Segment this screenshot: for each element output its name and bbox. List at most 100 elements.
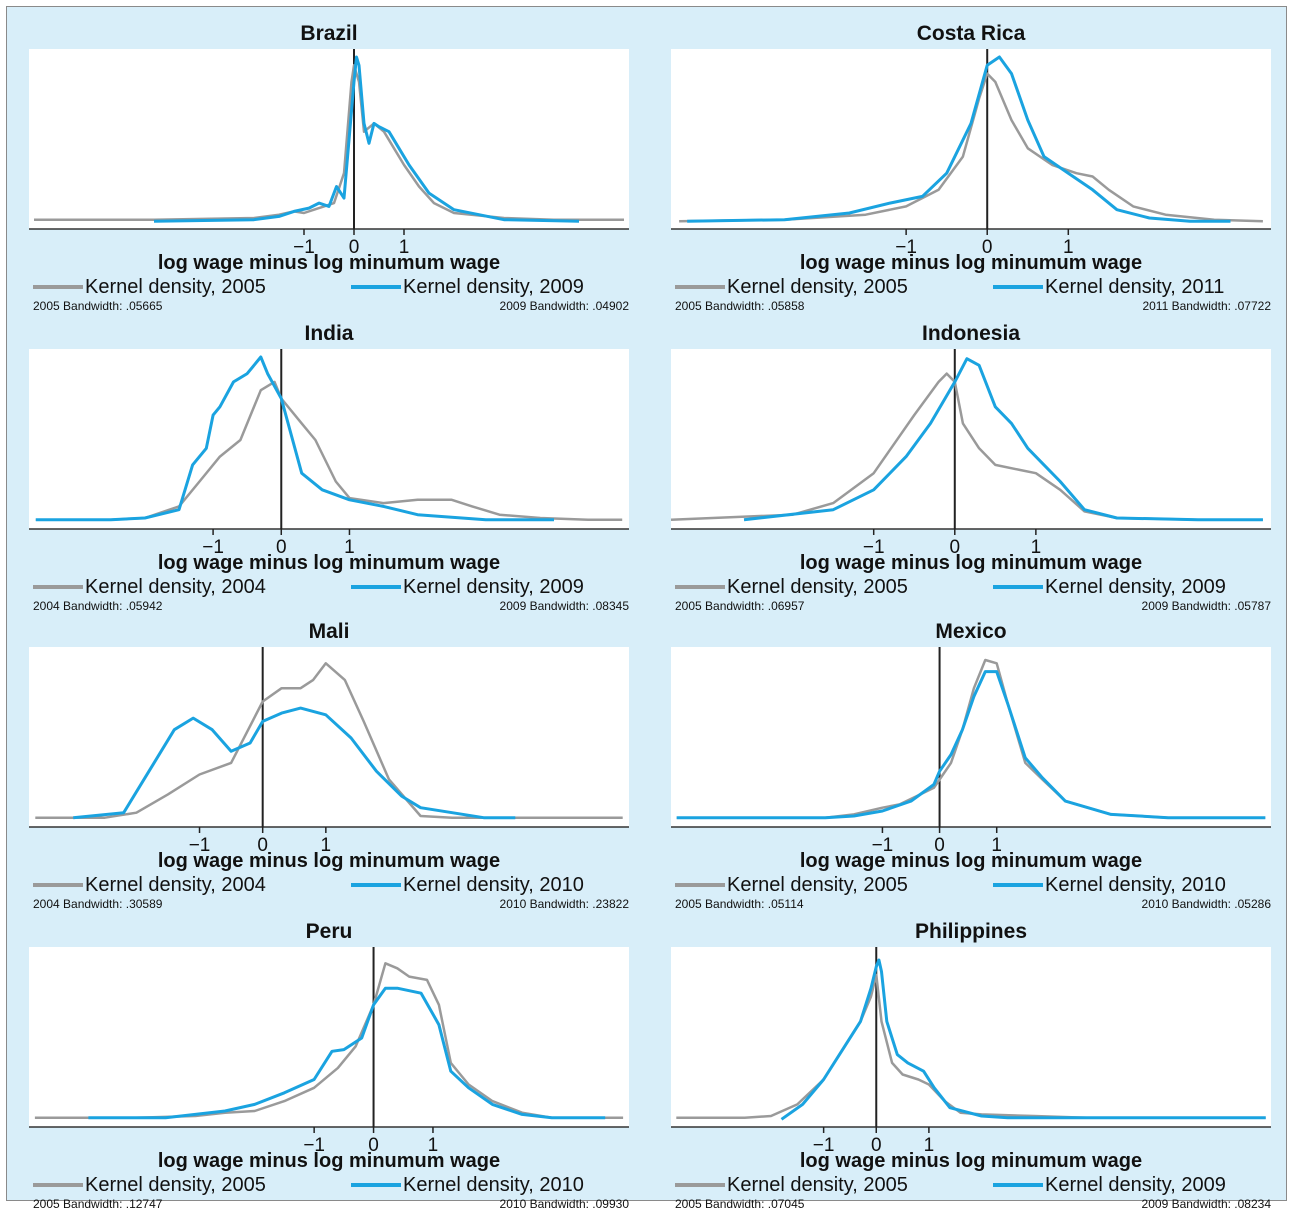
chart-title: Mali [308,620,350,643]
bandwidth-label-2: 2010 Bandwidth: .23822 [499,897,629,911]
plot-background [29,647,629,827]
x-tick-label: 0 [257,835,268,856]
chart-title: Costa Rica [916,22,1026,45]
chart-title: Indonesia [921,322,1021,345]
legend-entry-1: Kernel density, 2005 [33,1173,266,1197]
x-tick-label: 1 [1063,237,1074,258]
legend-swatch [33,883,83,887]
legend-swatch [33,285,83,289]
legend-label: Kernel density, 2010 [1045,874,1226,896]
chart-panel-philippines: Philippines −1 0 1 log wage minus log minumu… [671,919,1271,1211]
chart-title: Mexico [935,620,1007,643]
x-tick-label: 0 [276,537,287,558]
chart-panel-mexico: Mexico −1 0 1 log wage minus log minumum wag… [671,619,1271,911]
plot-background [671,349,1271,529]
series-line-2 [676,670,1266,820]
legend-label: Kernel density, 2009 [403,576,584,598]
legend-entry-2: Kernel density, 2010 [993,873,1226,897]
legend-entry-2: Kernel density, 2009 [993,1173,1226,1197]
legend-label: Kernel density, 2005 [727,576,908,598]
legend-label: Kernel density, 2011 [1045,276,1225,298]
plot-background [671,49,1271,229]
plot-area: −1 0 1 [29,947,629,1156]
legend-swatch [993,1183,1043,1187]
x-axis-label: log wage minus log minumum wage [157,850,501,872]
x-axis-label: log wage minus log minumum wage [157,1150,501,1172]
plot-area: −1 0 1 [671,647,1271,856]
legend-swatch [351,585,401,589]
series-line-1 [34,962,624,1119]
x-tick-label: 1 [1031,537,1042,558]
bandwidth-label-1: 2004 Bandwidth: .30589 [33,897,163,911]
bandwidth-label-1: 2005 Bandwidth: .05665 [33,299,163,313]
bandwidth-label-2: 2009 Bandwidth: .04902 [499,299,629,313]
plot-area: −1 0 1 [29,349,629,558]
plot-background [29,349,629,529]
bandwidth-notes: 2004 Bandwidth: .30589 2010 Bandwidth: .2… [33,897,629,911]
figure: Brazil −1 0 1 log wage minus log minumum wag… [6,6,1287,1211]
legend-entry-2: Kernel density, 2011 [993,275,1224,299]
bandwidth-label-2: 2010 Bandwidth: .09930 [499,1197,629,1211]
plot-area: −1 0 1 [671,947,1271,1156]
x-axis-label: log wage minus log minumum wage [799,552,1143,574]
series-line-2 [88,986,606,1120]
legend: Kernel density, 2005 Kernel density, 2009 [33,275,633,299]
legend-label: Kernel density, 2005 [727,1174,908,1196]
legend: Kernel density, 2004 Kernel density, 2009 [33,575,633,599]
legend-entry-2: Kernel density, 2009 [351,275,584,299]
chart-title: Philippines [914,920,1027,943]
x-axis-label: log wage minus log minumum wage [799,1150,1143,1172]
legend-label: Kernel density, 2005 [727,874,908,896]
legend: Kernel density, 2004 Kernel density, 2010 [33,873,633,897]
x-axis-label: log wage minus log minumum wage [157,252,501,274]
x-tick-label: −1 [293,237,315,258]
x-tick-label: 0 [368,1135,379,1156]
series-line-2 [780,958,1266,1121]
plot-background [671,647,1271,827]
bandwidth-notes: 2004 Bandwidth: .05942 2009 Bandwidth: .0… [33,599,629,613]
legend-label: Kernel density, 2005 [85,276,266,298]
legend: Kernel density, 2005 Kernel density, 2009 [675,575,1275,599]
chart-panel-india: India −1 0 1 log wage minus log minumum wage… [29,321,629,613]
x-tick-label: 1 [428,1135,439,1156]
bandwidth-notes: 2005 Bandwidth: .05114 2010 Bandwidth: .0… [675,897,1271,911]
legend-entry-2: Kernel density, 2010 [351,873,584,897]
chart-panel-mali: Mali −1 0 1 log wage minus log minumum wage K… [29,619,629,911]
chart-title: Brazil [300,22,358,45]
plot-background [29,947,629,1127]
legend-swatch [33,1183,83,1187]
x-tick-label: 0 [349,237,360,258]
x-axis-label: log wage minus log minumum wage [157,552,501,574]
legend: Kernel density, 2005 Kernel density, 2011 [675,275,1275,299]
legend-label: Kernel density, 2005 [85,1174,266,1196]
bandwidth-notes: 2005 Bandwidth: .05858 2011 Bandwidth: .0… [675,299,1271,313]
plot-area: −1 0 1 [29,647,629,856]
x-tick-label: 0 [871,1135,882,1156]
legend-swatch [351,1183,401,1187]
legend: Kernel density, 2005 Kernel density, 2010 [675,873,1275,897]
x-tick-label: 0 [982,237,993,258]
legend-entry-1: Kernel density, 2004 [33,873,266,897]
x-tick-label: 0 [934,835,945,856]
bandwidth-label-1: 2005 Bandwidth: .12747 [33,1197,163,1211]
bandwidth-notes: 2005 Bandwidth: .05665 2009 Bandwidth: .0… [33,299,629,313]
legend-entry-2: Kernel density, 2009 [993,575,1226,599]
x-tick-label: −1 [872,835,894,856]
legend-swatch [993,285,1043,289]
series-line-1 [679,72,1263,223]
x-axis-label: log wage minus log minumum wage [799,252,1143,274]
x-tick-label: 1 [399,237,410,258]
legend-swatch [675,1183,725,1187]
bandwidth-label-1: 2005 Bandwidth: .05114 [675,897,804,911]
legend-label: Kernel density, 2010 [403,1174,584,1196]
legend-label: Kernel density, 2004 [85,576,266,598]
series-line-2 [73,706,516,820]
x-tick-label: −1 [895,237,917,258]
chart-panel-costa-rica: Costa Rica −1 0 1 log wage minus log minumum… [671,21,1271,313]
x-tick-label: −1 [303,1135,325,1156]
series-line-1 [35,380,623,521]
bandwidth-notes: 2005 Bandwidth: .06957 2009 Bandwidth: .0… [675,599,1271,613]
x-tick-label: −1 [863,537,885,558]
x-tick-label: −1 [813,1135,835,1156]
plot-area: −1 0 1 [670,349,1271,558]
